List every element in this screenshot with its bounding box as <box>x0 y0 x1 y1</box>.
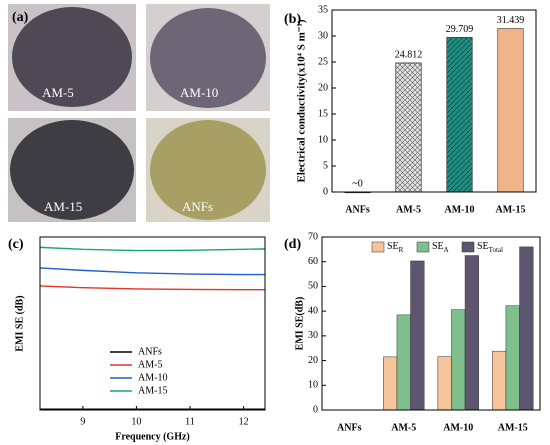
value-label: ~0 <box>352 178 362 189</box>
y-tick-label: 5 <box>323 160 328 171</box>
x-tick-label: 9 <box>80 416 85 427</box>
y-tick-label: 35 <box>318 4 328 15</box>
y-tick-label: 10 <box>308 380 318 391</box>
plot-frame <box>331 9 537 193</box>
y-tick-label: 0 <box>323 186 328 197</box>
bar <box>497 28 524 193</box>
legend-name: SE <box>387 241 399 252</box>
x-tick-label: AM-5 <box>391 422 416 433</box>
photo-caption: ANFs <box>182 199 213 214</box>
line <box>39 267 265 276</box>
bar <box>437 356 452 411</box>
bar <box>492 350 507 411</box>
value-label: 24.812 <box>395 49 423 60</box>
y-axis-label: EMI SE(dB) <box>294 297 305 351</box>
y-tick-label: 50 <box>308 281 318 292</box>
y-axis-label: Electrical conductivity(x10⁴ S m⁻¹) <box>296 19 308 182</box>
legend-label: AM-10 <box>138 372 167 383</box>
y-tick-label: 25 <box>318 56 328 67</box>
legend-subscript: Total <box>489 246 503 254</box>
y-axis-label: EMI SE (dB) <box>14 295 25 351</box>
y-tick-label: 40 <box>308 305 318 316</box>
x-tick-label: ANFs <box>337 422 362 433</box>
legend-label: SER <box>387 241 404 253</box>
photo-caption: AM-15 <box>44 199 82 214</box>
legend-label: SETotal <box>477 241 503 253</box>
x-tick-label: 10 <box>131 416 141 427</box>
y-tick-label: 30 <box>308 330 318 341</box>
legend-label: SEA <box>432 241 449 253</box>
x-tick-label: AM-10 <box>445 204 475 215</box>
sample-disc <box>150 8 266 108</box>
photo-caption: AM-10 <box>180 85 218 100</box>
y-tick-label: 70 <box>308 231 318 242</box>
bar <box>464 255 479 411</box>
panel-label: (d) <box>284 237 301 252</box>
bar <box>519 246 534 411</box>
value-label: 29.709 <box>446 24 474 35</box>
sample-disc <box>10 120 134 220</box>
sample-disc <box>150 120 266 220</box>
plot-frame <box>321 236 541 411</box>
legend-label: ANFs <box>138 346 162 357</box>
line <box>39 246 266 252</box>
legend-label: AM-15 <box>138 385 167 396</box>
photo-caption: AM-5 <box>42 85 74 100</box>
value-label: 31.439 <box>497 15 525 26</box>
bar <box>505 305 520 411</box>
x-axis-label: Frequency (GHz) <box>115 431 190 442</box>
bar-hatch <box>395 62 422 193</box>
panel-label: (b) <box>284 12 301 27</box>
legend-swatch <box>461 241 475 253</box>
photo-panel: (a) AM-5 AM-10 AM-15 ANFs <box>8 4 270 222</box>
line <box>39 285 265 291</box>
x-tick-label: AM-15 <box>496 204 526 215</box>
bar <box>410 260 425 411</box>
y-tick-label: 0 <box>313 404 318 415</box>
legend-label: AM-5 <box>138 359 162 370</box>
legend-swatch <box>416 241 430 253</box>
legend-subscript: A <box>444 246 449 254</box>
y-tick-label: 30 <box>318 30 328 41</box>
bar <box>396 314 411 411</box>
y-tick-label: 60 <box>308 256 318 267</box>
x-tick-label: AM-5 <box>396 204 421 215</box>
y-tick-label: 20 <box>318 82 328 93</box>
y-tick-label: 20 <box>308 355 318 366</box>
panel-label: (a) <box>12 10 29 25</box>
legend-name: SE <box>432 241 444 252</box>
plot-frame <box>39 236 266 411</box>
panel-label: (c) <box>8 237 24 252</box>
x-tick-label: AM-10 <box>443 422 473 433</box>
x-tick-label: 12 <box>239 416 249 427</box>
bar <box>451 309 466 411</box>
bar <box>383 356 398 411</box>
legend-name: SE <box>477 241 489 252</box>
legend-swatch <box>371 241 385 253</box>
y-tick-label: 15 <box>318 108 328 119</box>
y-tick-label: 10 <box>318 134 328 145</box>
legend-subscript: R <box>399 246 404 254</box>
bar-hatch <box>446 37 473 193</box>
x-tick-label: ANFs <box>345 204 370 215</box>
x-tick-label: 11 <box>185 416 195 427</box>
x-tick-label: AM-15 <box>498 422 528 433</box>
sample-disc <box>12 7 132 107</box>
